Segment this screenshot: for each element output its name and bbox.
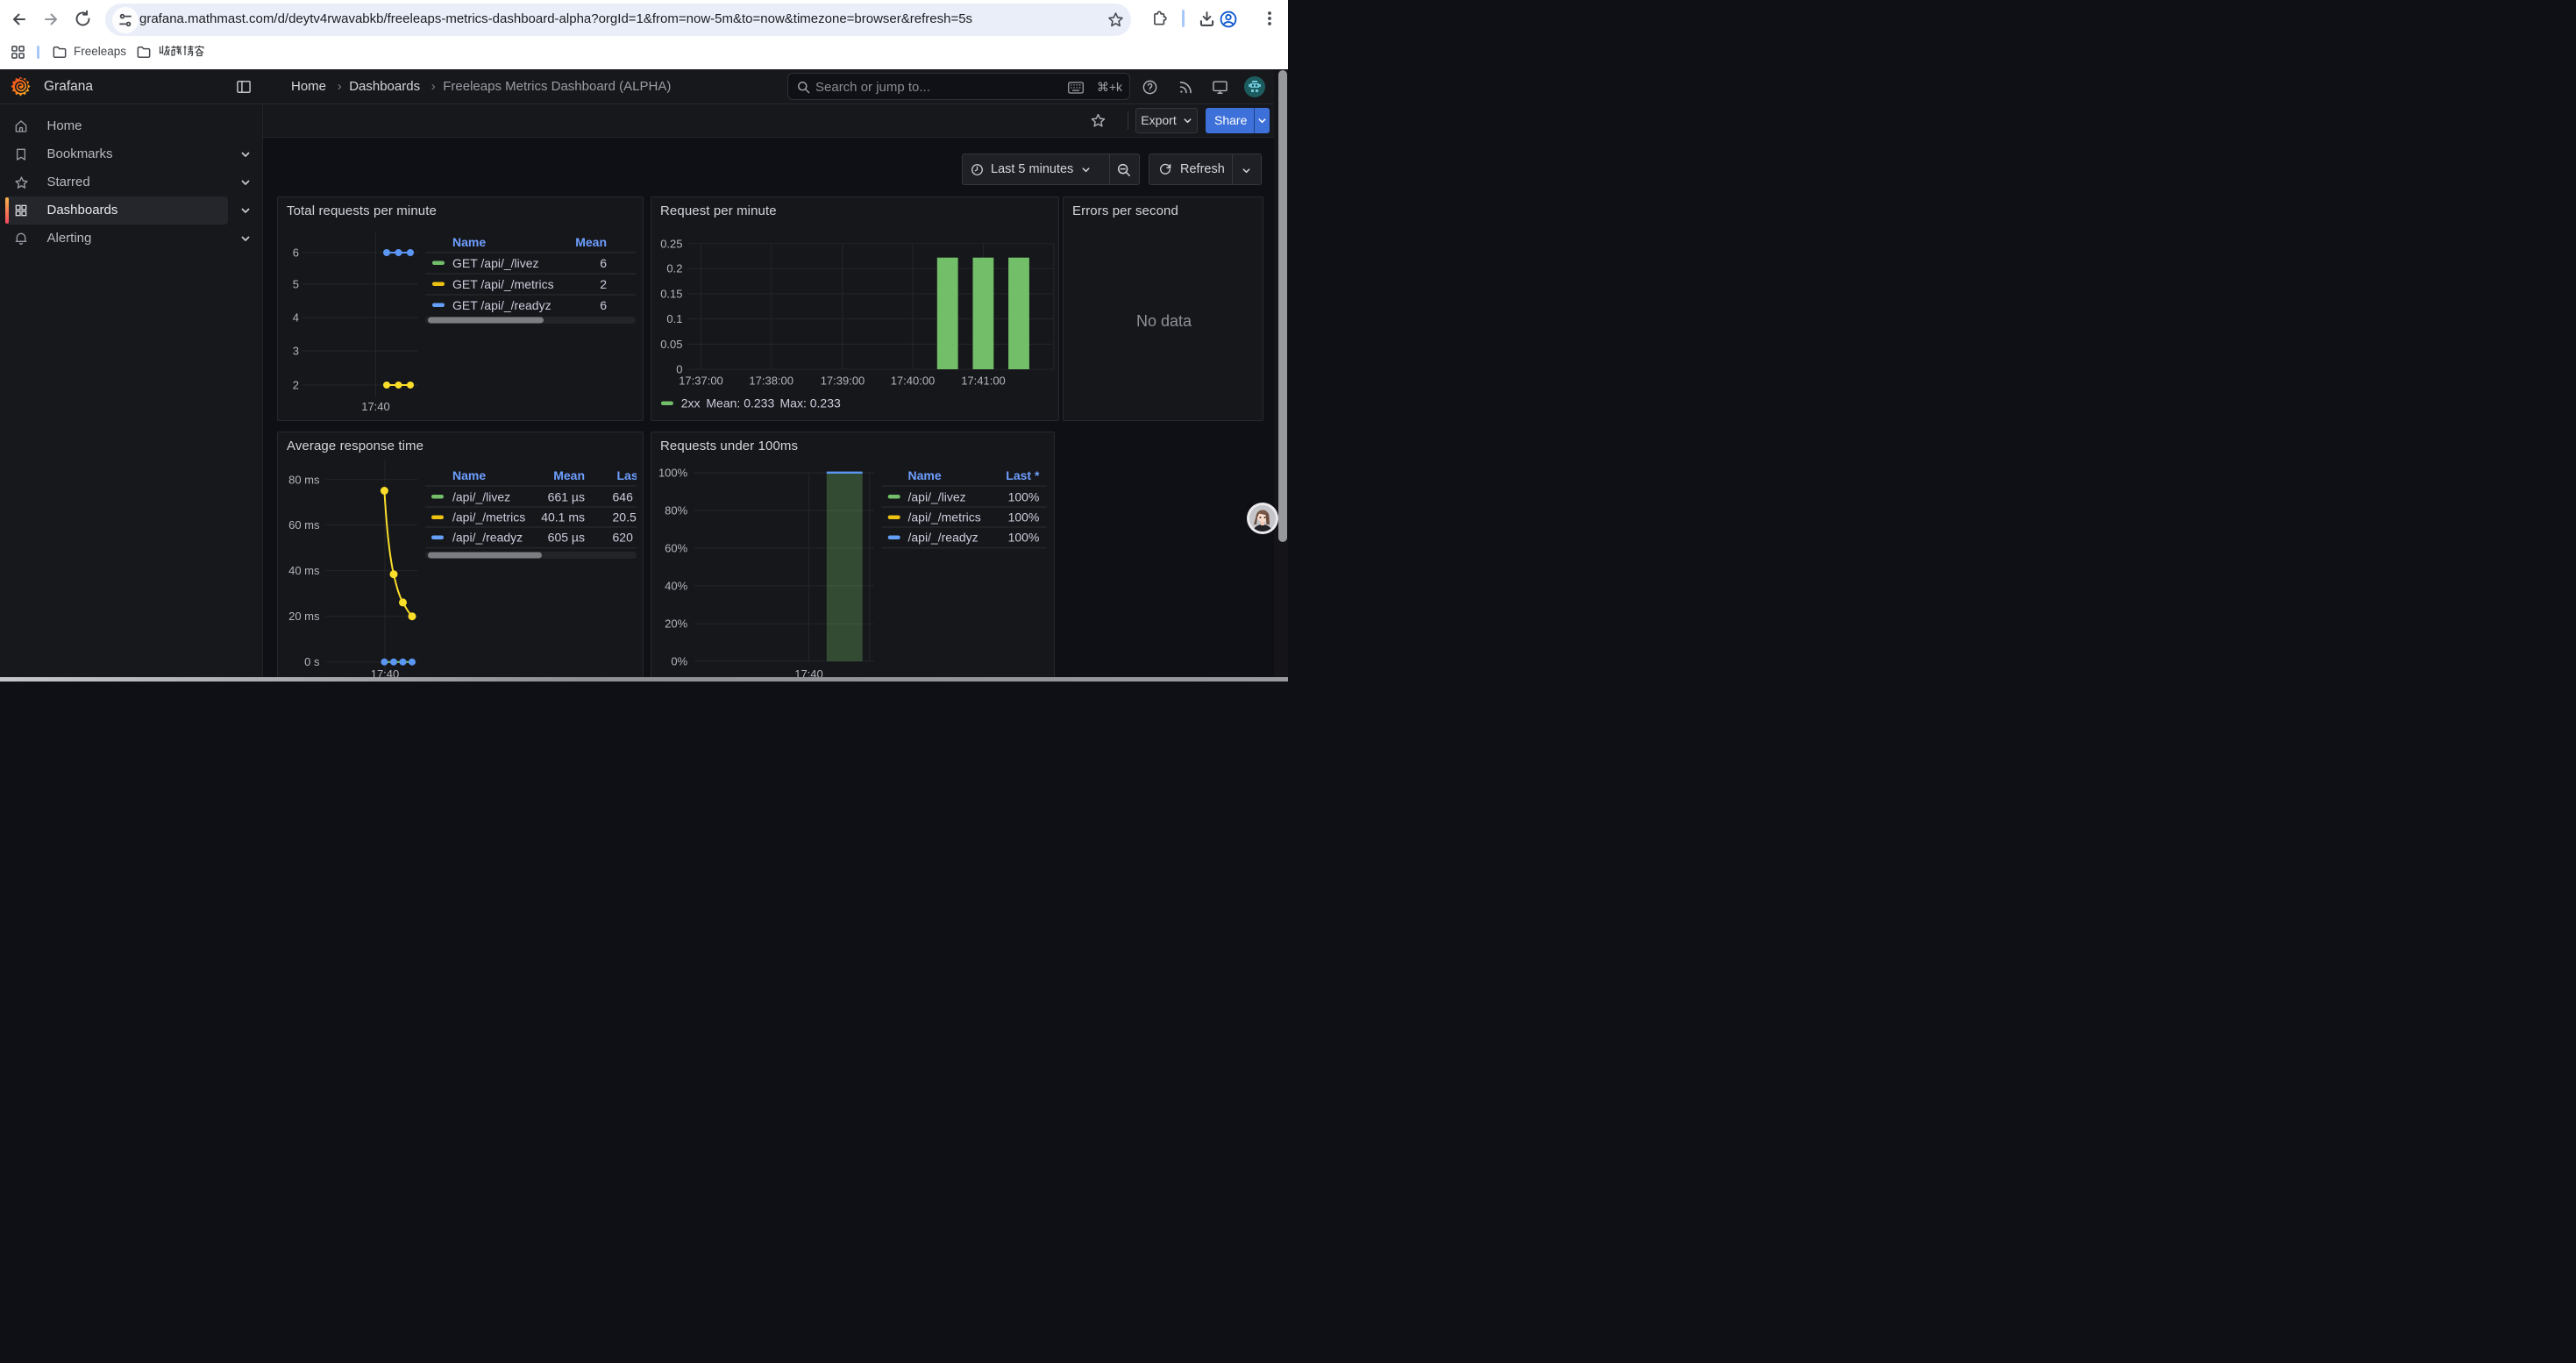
svg-text:Last *: Last *	[1006, 468, 1040, 482]
svg-text:80 ms: 80 ms	[288, 473, 320, 486]
svg-text:20%: 20%	[665, 617, 687, 631]
svg-text:17:37:00: 17:37:00	[679, 375, 723, 388]
svg-text:/api/_/livez: /api/_/livez	[452, 489, 510, 503]
svg-text:Max: 0.233: Max: 0.233	[780, 396, 841, 410]
svg-text:0%: 0%	[671, 654, 687, 667]
svg-text:Name: Name	[908, 468, 942, 482]
svg-text:100%: 100%	[1008, 510, 1040, 525]
svg-text:646 µs: 646 µs	[613, 489, 644, 503]
svg-text:100%: 100%	[658, 467, 688, 480]
svg-text:80%: 80%	[665, 504, 687, 517]
svg-text:Name: Name	[452, 235, 486, 249]
svg-text:Mean: 0.233: Mean: 0.233	[706, 396, 774, 410]
svg-text:605 µs: 605 µs	[548, 531, 585, 545]
svg-text:3: 3	[293, 345, 299, 358]
svg-text:0.2: 0.2	[666, 262, 682, 275]
svg-text:661 µs: 661 µs	[548, 489, 585, 503]
svg-text:40%: 40%	[665, 579, 687, 592]
svg-text:0.15: 0.15	[660, 287, 682, 300]
svg-text:6: 6	[600, 256, 607, 270]
svg-text:/api/_/readyz: /api/_/readyz	[908, 531, 978, 545]
svg-text:GET /api/_/metrics: GET /api/_/metrics	[452, 277, 554, 291]
svg-text:40 ms: 40 ms	[288, 564, 320, 577]
svg-text:2: 2	[293, 379, 299, 392]
svg-text:0 s: 0 s	[304, 655, 320, 668]
svg-text:100%: 100%	[1008, 531, 1040, 545]
svg-text:Name: Name	[452, 468, 486, 482]
svg-text:6: 6	[293, 246, 299, 260]
svg-text:4: 4	[293, 311, 299, 325]
svg-text:6: 6	[600, 298, 607, 312]
svg-text:17:40:00: 17:40:00	[891, 375, 936, 388]
svg-text:60 ms: 60 ms	[288, 518, 320, 532]
svg-text:60%: 60%	[665, 542, 687, 555]
svg-text:/api/_/livez: /api/_/livez	[908, 489, 966, 503]
svg-text:5: 5	[293, 278, 299, 291]
svg-text:17:40: 17:40	[361, 400, 390, 413]
svg-text:20 ms: 20 ms	[288, 610, 320, 623]
svg-text:0.1: 0.1	[666, 312, 682, 325]
svg-text:GET /api/_/readyz: GET /api/_/readyz	[452, 298, 551, 312]
svg-text:Last *: Last *	[617, 468, 644, 482]
svg-text:2xx: 2xx	[681, 396, 701, 410]
svg-text:/api/_/metrics: /api/_/metrics	[908, 510, 981, 525]
svg-text:40.1 ms: 40.1 ms	[541, 510, 585, 525]
svg-text:/api/_/metrics: /api/_/metrics	[452, 510, 525, 525]
svg-text:/api/_/readyz: /api/_/readyz	[452, 531, 523, 545]
svg-text:20.5 ms: 20.5 ms	[613, 510, 644, 525]
svg-text:17:39:00: 17:39:00	[821, 375, 865, 388]
svg-text:620 µs: 620 µs	[613, 531, 644, 545]
svg-text:GET /api/_/livez: GET /api/_/livez	[452, 256, 539, 270]
svg-text:0.25: 0.25	[660, 237, 682, 250]
svg-text:0: 0	[676, 363, 682, 376]
svg-text:17:41:00: 17:41:00	[961, 375, 1006, 388]
svg-text:0.05: 0.05	[660, 338, 682, 351]
svg-text:2: 2	[600, 277, 607, 291]
svg-text:100%: 100%	[1008, 489, 1040, 503]
svg-text:Mean: Mean	[553, 468, 585, 482]
svg-text:17:38:00: 17:38:00	[749, 375, 793, 388]
svg-text:Mean: Mean	[575, 235, 607, 249]
